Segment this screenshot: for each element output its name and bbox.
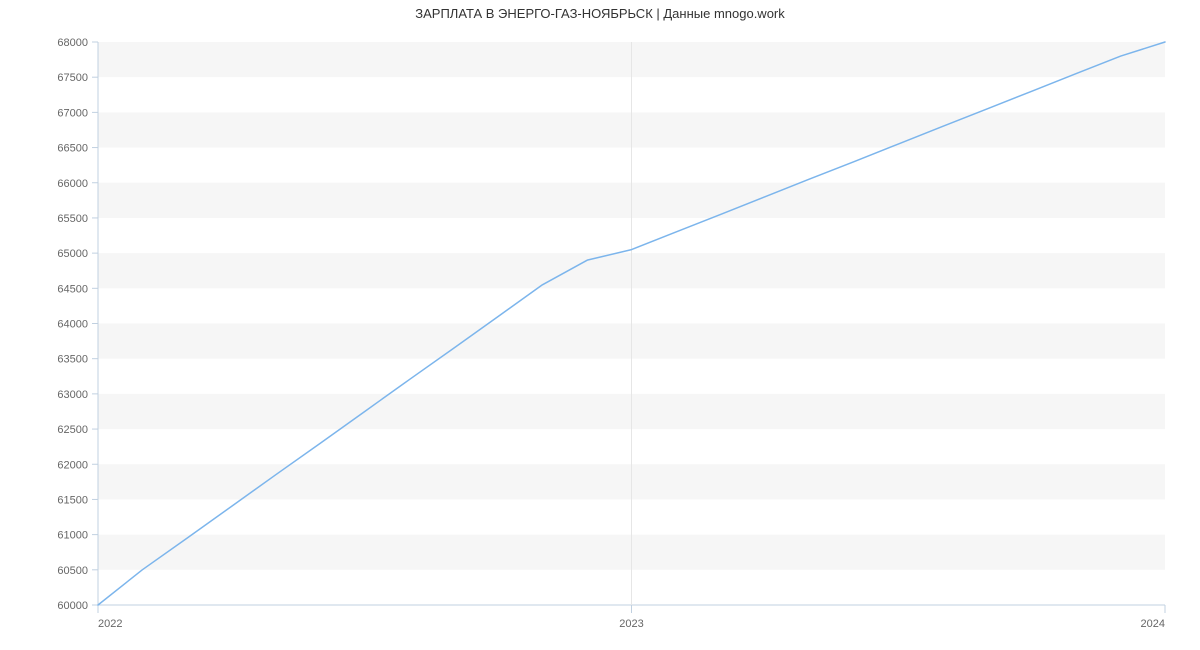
chart-svg: 60000 60500 61000 61500 62000 62500 63000 63500… bbox=[0, 0, 1200, 650]
y-tick-label: 67500 bbox=[57, 72, 88, 84]
y-tick-label: 65500 bbox=[57, 213, 88, 225]
y-tick-label: 62500 bbox=[57, 424, 88, 436]
x-tick-label: 2024 bbox=[1141, 618, 1165, 630]
x-tick-label: 2023 bbox=[619, 618, 643, 630]
y-tick-label: 64500 bbox=[57, 283, 88, 295]
y-tick-label: 60000 bbox=[57, 600, 88, 612]
y-tick-label: 63500 bbox=[57, 354, 88, 366]
y-tick-label: 68000 bbox=[57, 37, 88, 49]
y-tick-label: 61500 bbox=[57, 494, 88, 506]
y-tick-label: 66500 bbox=[57, 143, 88, 155]
y-tick-label: 60500 bbox=[57, 565, 88, 577]
y-tick-label: 65000 bbox=[57, 248, 88, 260]
y-tick-label: 61000 bbox=[57, 530, 88, 542]
y-tick-label: 62000 bbox=[57, 459, 88, 471]
y-tick-label: 66000 bbox=[57, 178, 88, 190]
y-tick-label: 64000 bbox=[57, 319, 88, 331]
salary-chart: ЗАРПЛАТА В ЭНЕРГО-ГАЗ-НОЯБРЬСК | Данные … bbox=[0, 0, 1200, 650]
y-tick-label: 67000 bbox=[57, 107, 88, 119]
y-tick-label: 63000 bbox=[57, 389, 88, 401]
x-tick-label: 2022 bbox=[98, 618, 122, 630]
